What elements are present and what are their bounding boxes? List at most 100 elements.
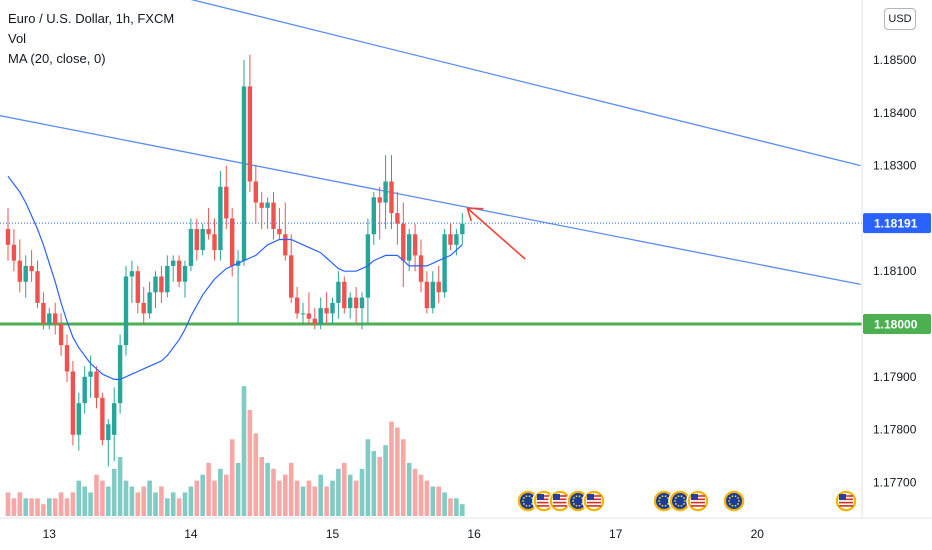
volume-bar (342, 462, 347, 516)
eu-star (680, 495, 683, 498)
volume-indicator-label[interactable]: Vol (8, 31, 27, 46)
volume-bar (117, 457, 123, 516)
volume-bar (347, 474, 353, 516)
candle-body (401, 223, 406, 261)
candle-body (424, 281, 430, 309)
volume-bar (188, 486, 194, 516)
eu-star (737, 503, 739, 505)
us-flag-icon[interactable] (686, 489, 710, 513)
us-flag-icon[interactable] (582, 489, 606, 513)
candle-body (112, 403, 117, 435)
volume-bar (206, 462, 211, 516)
candle-body (58, 323, 64, 346)
volume-bar (436, 486, 441, 516)
us-stripe (553, 505, 567, 507)
volume-bar (11, 498, 17, 516)
us-canton (537, 494, 544, 500)
chart-legend: Euro / U.S. Dollar, 1h, FXCM Vol MA (20,… (8, 9, 174, 69)
candle-body (330, 302, 335, 314)
volume-bar (123, 480, 129, 516)
volume-bar (406, 462, 412, 516)
candle-body (395, 213, 400, 224)
volume-bar (100, 480, 105, 516)
eu-star (525, 504, 528, 507)
candle-body (312, 318, 317, 324)
volume-bar (389, 421, 394, 516)
candle-body (135, 271, 140, 303)
candle-body (165, 265, 170, 293)
volume-bar (283, 474, 288, 516)
volume-bar (224, 474, 229, 516)
eu-star (522, 500, 524, 502)
eu-flag-field (656, 493, 672, 509)
time-tick-label: 15 (326, 527, 340, 541)
volume-bar (170, 492, 176, 516)
us-flag-icon[interactable] (834, 489, 858, 513)
candle-body (318, 308, 323, 324)
eu-star (528, 504, 531, 507)
candle-body (442, 234, 447, 293)
volume-bar (194, 480, 200, 516)
volume-bar (64, 498, 70, 516)
candle-body (383, 181, 388, 203)
ma-line (7, 175, 463, 380)
candle-body (412, 234, 418, 256)
eu-star (683, 497, 685, 499)
eu-star (734, 495, 737, 498)
symbol-title[interactable]: Euro / U.S. Dollar, 1h, FXCM (8, 11, 175, 26)
time-axis-bg (0, 518, 932, 550)
eu-flag-icon[interactable] (668, 489, 692, 513)
eu-star (675, 503, 677, 505)
candle-body (294, 297, 300, 314)
economic-events[interactable] (516, 489, 858, 513)
volume-bar (111, 468, 117, 516)
eu-flag-icon[interactable] (516, 489, 540, 513)
candle-body (94, 371, 99, 398)
volume-bar (265, 462, 270, 516)
volume-bar (271, 468, 276, 516)
volume-bar (182, 492, 188, 516)
currency-button[interactable]: USD (884, 8, 916, 30)
volume-bar (35, 498, 40, 516)
volume-bar (106, 486, 111, 516)
volume-bar (277, 480, 282, 516)
candles (5, 54, 465, 467)
eu-star (667, 497, 669, 499)
volume-bar (353, 480, 359, 516)
eu-star (728, 500, 730, 502)
eu-star (675, 497, 677, 499)
eu-flag-icon[interactable] (652, 489, 676, 513)
us-flag-icon[interactable] (532, 489, 556, 513)
us-stripe (587, 501, 601, 504)
volume-bar (324, 486, 329, 516)
eu-star (729, 497, 731, 499)
eu-flag-icon[interactable] (722, 489, 746, 513)
eu-star (664, 504, 667, 507)
candle-body (241, 86, 247, 261)
last-price-tag-bg (863, 213, 931, 234)
eu-flag-icon[interactable] (566, 489, 590, 513)
time-tick-label: 13 (43, 527, 57, 541)
candle-body (200, 228, 205, 251)
eu-star (531, 503, 533, 505)
candle-body (53, 313, 58, 324)
us-flag-icon[interactable] (548, 489, 572, 513)
ma-indicator-label[interactable]: MA (20, close, 0) (8, 51, 106, 66)
volume-bar (235, 462, 241, 516)
candle-body (454, 234, 459, 245)
candle-body (153, 276, 158, 293)
volume-bar (306, 480, 312, 516)
price-tick-label: 1.18100 (873, 264, 917, 278)
eu-star (523, 503, 525, 505)
candle-body (171, 260, 176, 266)
time-tick-label: 14 (184, 527, 198, 541)
volume-bar (401, 439, 406, 516)
volume-bar (359, 468, 365, 516)
volume-bar (41, 504, 46, 516)
volume-bar (247, 409, 253, 516)
volume-bar (365, 439, 371, 516)
volume-bar (294, 480, 300, 516)
candle-body (306, 313, 312, 319)
